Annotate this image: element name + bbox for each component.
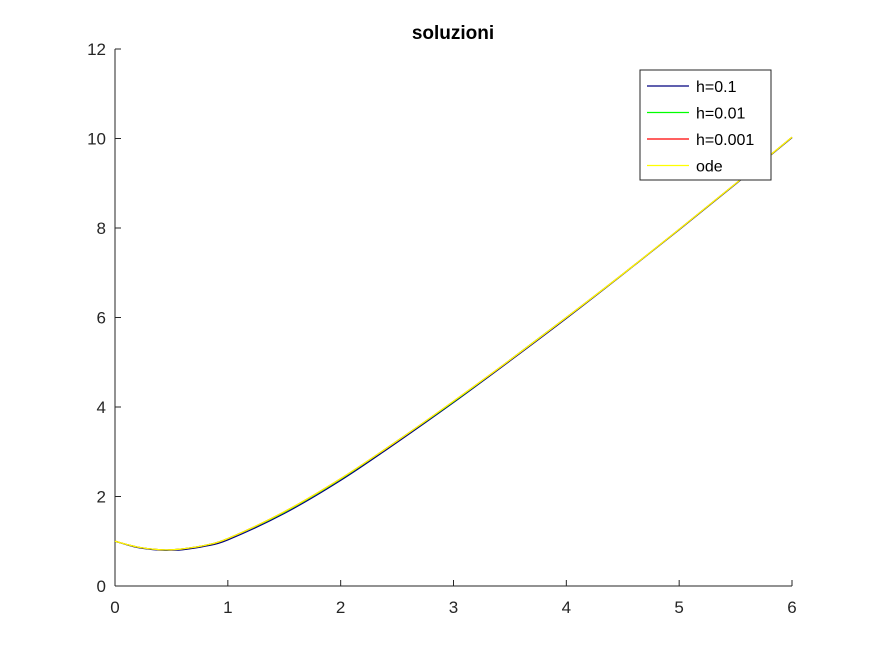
x-tick-label: 3 (449, 598, 458, 617)
y-tick-label: 2 (97, 488, 106, 507)
plot-lines (114, 136, 793, 552)
legend[interactable]: h=0.1 h=0.01 h=0.001 ode (639, 69, 772, 181)
y-tick-label: 6 (97, 309, 106, 328)
legend-label-h-0-01: h=0.01 (696, 106, 745, 123)
x-tick-label: 1 (223, 598, 232, 617)
axes (114, 48, 793, 587)
y-tick-label: 12 (87, 40, 106, 59)
x-tick-label: 6 (787, 598, 796, 617)
y-tick-label: 8 (97, 219, 106, 238)
series-line-ode (114, 136, 793, 551)
y-tick-label: 0 (97, 577, 106, 596)
legend-label-h-0-001: h=0.001 (696, 132, 754, 149)
chart-title: soluzioni (412, 23, 494, 44)
x-tick-label: 2 (336, 598, 345, 617)
legend-box (639, 69, 772, 181)
x-tick-label: 5 (674, 598, 683, 617)
series-line-h-0-01 (114, 136, 793, 551)
y-tick-label: 4 (97, 398, 106, 417)
x-tick-label: 0 (110, 598, 119, 617)
series-line-h-0-001 (114, 136, 793, 551)
legend-label-ode: ode (696, 159, 723, 176)
x-tick-label: 4 (562, 598, 571, 617)
series-line-h-0-1 (114, 137, 793, 552)
y-tick-label: 10 (87, 130, 106, 149)
legend-label-h-0-1: h=0.1 (696, 79, 737, 96)
